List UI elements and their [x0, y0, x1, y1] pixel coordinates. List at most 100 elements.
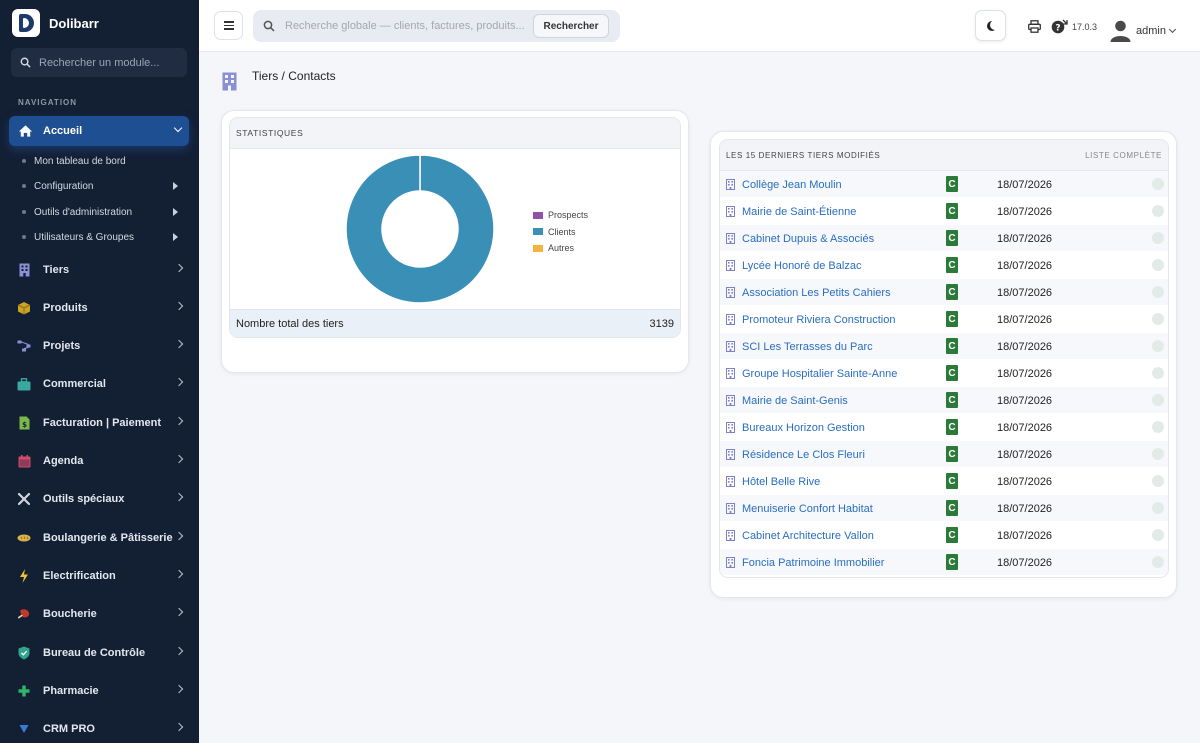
table-row: Menuiserie Confort Habitat C 18/07/2026 — [720, 495, 1168, 522]
theme-toggle-button[interactable] — [975, 10, 1006, 41]
brand[interactable]: Dolibarr — [12, 9, 99, 37]
subitem-utilisateurs[interactable]: Utilisateurs & Groupes — [22, 228, 182, 246]
building-icon — [726, 395, 735, 409]
app-name: Dolibarr — [49, 15, 99, 31]
chevron-right-icon — [174, 263, 184, 273]
avatar[interactable] — [1110, 19, 1131, 42]
table-row: Bureaux Horizon Gestion C 18/07/2026 — [720, 414, 1168, 441]
plus-icon — [16, 683, 32, 699]
total-label: Nombre total des tiers — [236, 317, 344, 330]
sidebar-item-commercial[interactable]: Commercial — [16, 372, 184, 396]
sidebar-item-boulangerie[interactable]: Boulangerie & Pâtisserie — [16, 526, 184, 550]
tiers-name-link[interactable]: Collège Jean Moulin — [742, 179, 842, 191]
tiers-name-link[interactable]: Cabinet Dupuis & Associés — [742, 233, 875, 245]
dolibarr-logo-icon — [12, 9, 40, 37]
stats-panel: STATISTIQUES Prospects Clients Autres No… — [229, 117, 681, 338]
username[interactable]: admin — [1136, 25, 1166, 37]
box-icon — [16, 300, 32, 316]
customer-type-badge: C — [946, 257, 958, 273]
tiers-name-link[interactable]: Hôtel Belle Rive — [742, 476, 821, 488]
tiers-name-link[interactable]: SCI Les Terrasses du Parc — [742, 341, 873, 353]
sidebar-item-label: Tiers — [43, 264, 70, 276]
sidebar-item-facturation[interactable]: $ Facturation | Paiement — [16, 411, 184, 435]
tiers-name-link[interactable]: Mairie de Saint-Étienne — [742, 206, 857, 218]
sidebar-item-crm-pro[interactable]: CRM PRO — [16, 717, 184, 741]
module-search[interactable] — [11, 48, 187, 77]
tiers-name-link[interactable]: Mairie de Saint-Genis — [742, 395, 848, 407]
tiers-name-link[interactable]: Groupe Hospitalier Sainte-Anne — [742, 368, 898, 380]
sidebar-item-label: Pharmacie — [43, 685, 99, 697]
sidebar-item-agenda[interactable]: Agenda — [16, 449, 184, 473]
customer-type-badge: C — [946, 284, 958, 300]
subitem-configuration[interactable]: Configuration — [22, 177, 182, 195]
chevron-down-icon — [173, 123, 183, 133]
tiers-name-link[interactable]: Bureaux Horizon Gestion — [742, 422, 865, 434]
calendar-icon — [16, 453, 32, 469]
tiers-name-link[interactable]: Association Les Petits Cahiers — [742, 287, 891, 299]
chevron-right-icon — [174, 684, 184, 694]
sidebar-item-bureau-controle[interactable]: Bureau de Contrôle — [16, 641, 184, 665]
menu-toggle-button[interactable] — [214, 11, 243, 40]
table-row: Promoteur Riviera Construction C 18/07/202… — [720, 306, 1168, 333]
print-icon[interactable] — [1028, 20, 1041, 33]
chevron-right-icon — [174, 339, 184, 349]
moon-icon — [990, 20, 1000, 30]
customer-type-badge: C — [946, 419, 958, 435]
sidebar-item-produits[interactable]: Produits — [16, 296, 184, 320]
building-icon — [16, 262, 32, 278]
donut-chart — [345, 154, 495, 304]
sidebar-item-projets[interactable]: Projets — [16, 334, 184, 358]
status-indicator — [1152, 232, 1164, 244]
help-icon[interactable]: ? — [1051, 19, 1068, 34]
sidebar-item-label: Agenda — [43, 455, 84, 467]
global-search: Rechercher — [253, 10, 620, 42]
building-icon — [726, 368, 735, 382]
modified-date: 18/07/2026 — [997, 206, 1053, 218]
global-search-input[interactable] — [285, 20, 530, 32]
sidebar-item-boucherie[interactable]: Boucherie — [16, 602, 184, 626]
status-indicator — [1152, 394, 1164, 406]
search-icon — [20, 57, 31, 68]
table-row: Association Les Petits Cahiers C 18/07/202… — [720, 279, 1168, 306]
status-indicator — [1152, 367, 1164, 379]
project-icon — [16, 338, 32, 354]
chevron-right-icon — [174, 416, 184, 426]
tiers-name-link[interactable]: Lycée Honoré de Balzac — [742, 260, 862, 272]
full-list-link[interactable]: LISTE COMPLÈTE — [1085, 150, 1162, 160]
sidebar-item-pharmacie[interactable]: Pharmacie — [16, 679, 184, 703]
subitem-outils-admin[interactable]: Outils d'administration — [22, 203, 182, 221]
search-button[interactable]: Rechercher — [533, 14, 609, 38]
latest-tiers-title: LES 15 DERNIERS TIERS MODIFIÉS — [726, 150, 881, 160]
modified-date: 18/07/2026 — [997, 368, 1053, 380]
module-search-input[interactable] — [39, 56, 179, 69]
sidebar-item-label: Commercial — [43, 378, 106, 390]
svg-text:$: $ — [22, 421, 27, 429]
invoice-icon: $ — [16, 415, 32, 431]
tiers-name-link[interactable]: Promoteur Riviera Construction — [742, 314, 896, 326]
subitem-label: Outils d'administration — [34, 206, 133, 218]
building-icon — [726, 503, 735, 517]
tiers-name-link[interactable]: Menuiserie Confort Habitat — [742, 503, 873, 515]
modified-date: 18/07/2026 — [997, 422, 1053, 434]
status-indicator — [1152, 259, 1164, 271]
legend-item-clients: Clients — [533, 224, 588, 241]
tiers-name-link[interactable]: Cabinet Architecture Vallon — [742, 530, 874, 542]
sidebar-item-accueil[interactable]: Accueil — [9, 116, 189, 146]
chevron-down-icon[interactable] — [1168, 25, 1177, 34]
tiers-name-link[interactable]: Résidence Le Clos Fleuri — [742, 449, 865, 461]
sidebar-item-electrification[interactable]: Electrification — [16, 564, 184, 588]
legend-swatch — [533, 211, 543, 219]
modified-date: 18/07/2026 — [997, 341, 1053, 353]
modified-date: 18/07/2026 — [997, 530, 1053, 542]
subitem-label: Mon tableau de bord — [34, 155, 126, 167]
modified-date: 18/07/2026 — [997, 476, 1053, 488]
bread-icon — [16, 530, 32, 546]
latest-tiers-list: Collège Jean Moulin C 18/07/2026 Mairie de … — [720, 171, 1168, 576]
chevron-right-icon — [174, 569, 184, 579]
modified-date: 18/07/2026 — [997, 314, 1053, 326]
subitem-tableau-de-bord[interactable]: Mon tableau de bord — [22, 152, 182, 170]
latest-tiers-header: LES 15 DERNIERS TIERS MODIFIÉS LISTE COM… — [720, 140, 1168, 171]
tiers-name-link[interactable]: Foncia Patrimoine Immobilier — [742, 557, 885, 569]
sidebar-item-tiers[interactable]: Tiers — [16, 258, 184, 282]
sidebar-item-outils-speciaux[interactable]: Outils spéciaux — [16, 487, 184, 511]
